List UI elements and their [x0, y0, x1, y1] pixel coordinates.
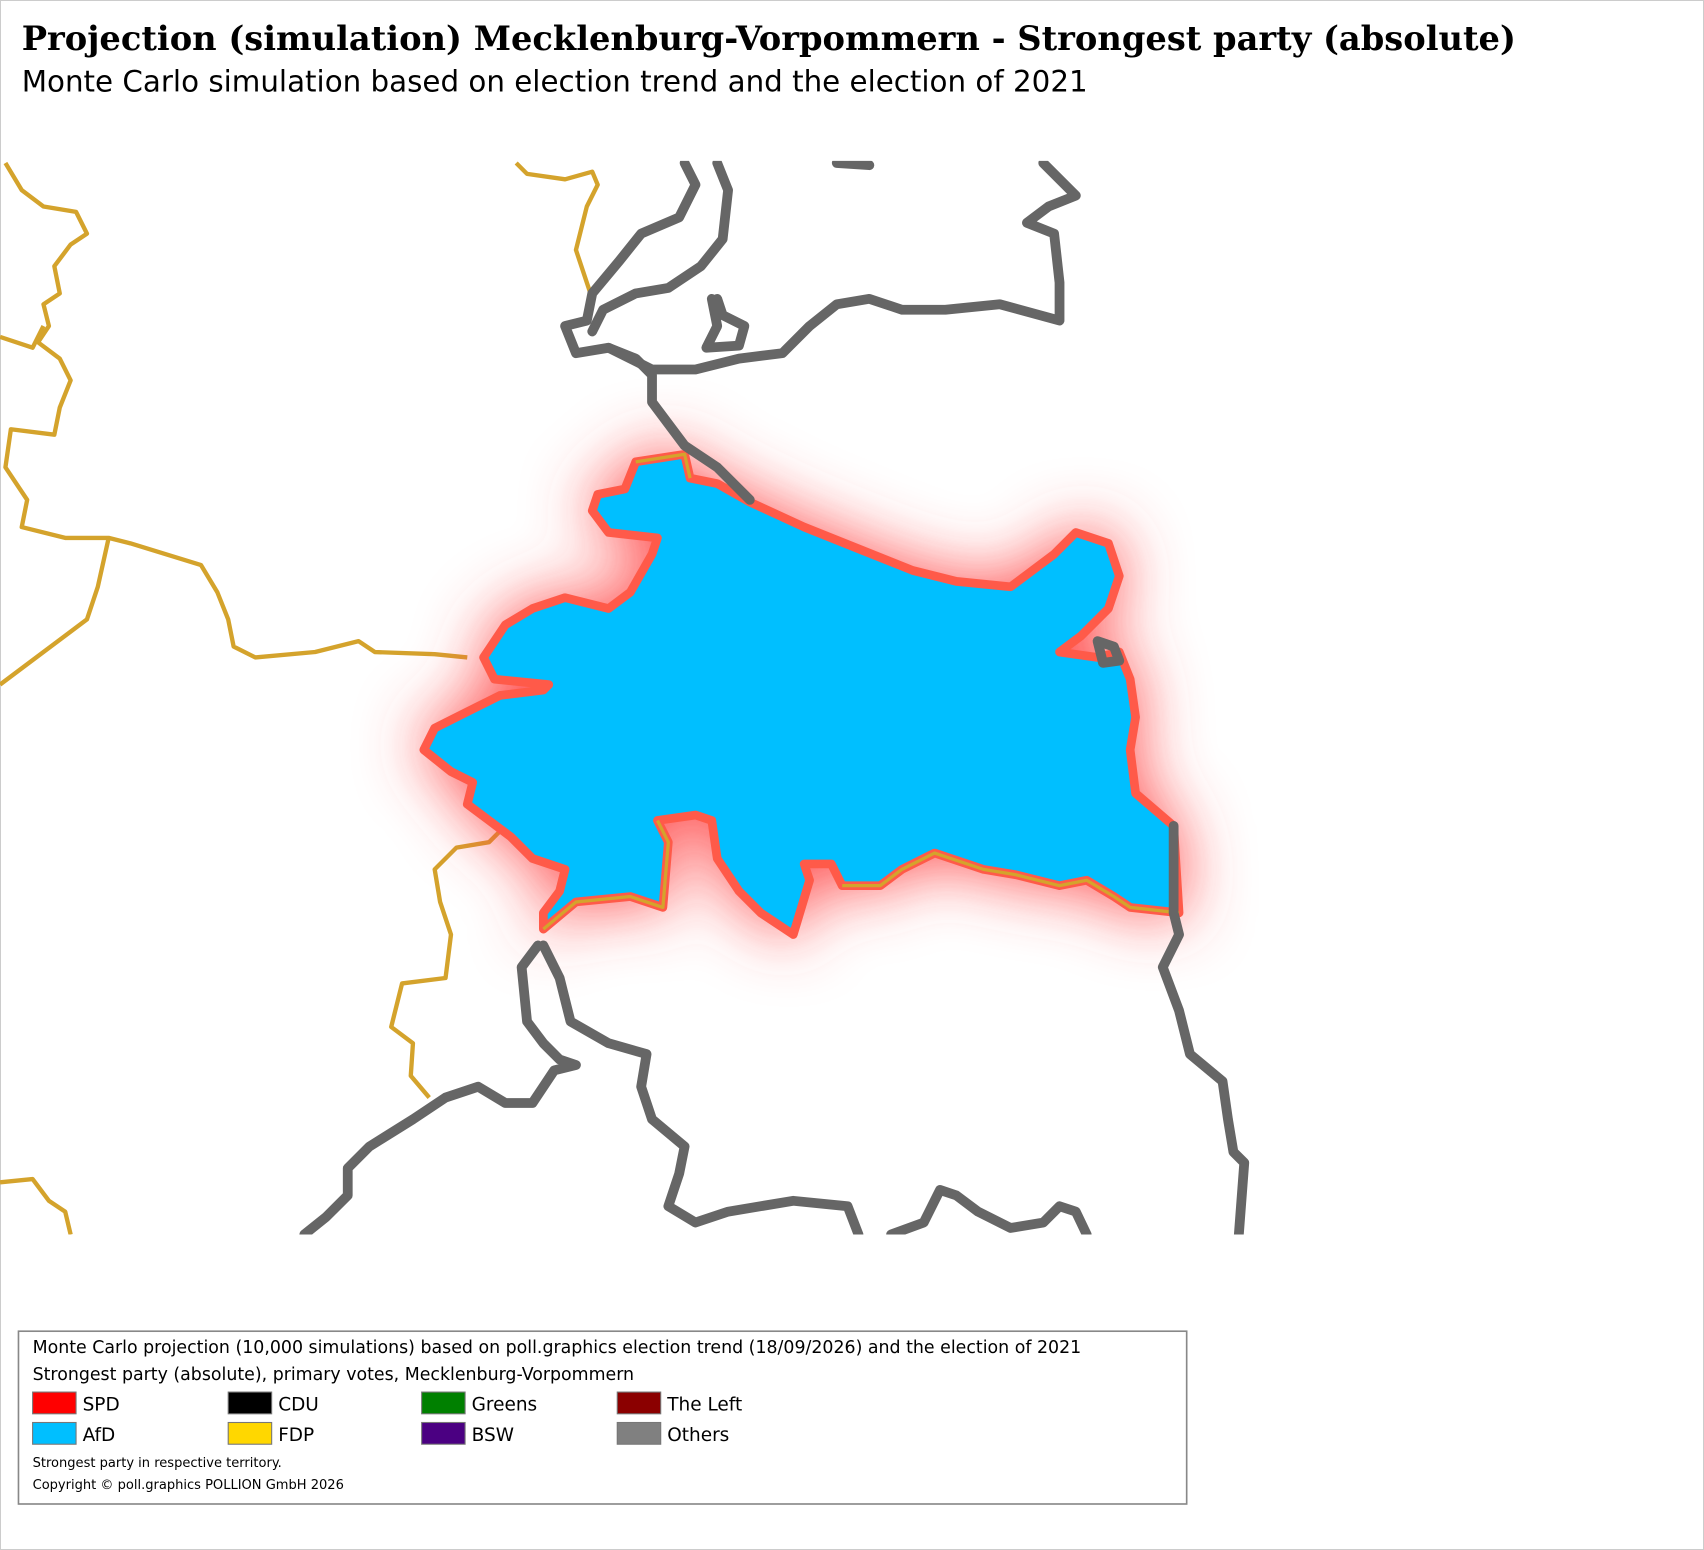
island — [1092, 636, 1125, 668]
legend-note: Strongest party in respective territory. — [33, 1456, 282, 1471]
border — [1157, 821, 1250, 1235]
legend-swatch — [421, 1391, 466, 1415]
border — [0, 1176, 73, 1235]
legend-note: Copyright © poll.graphics POLLION GmbH 2… — [33, 1478, 344, 1493]
border — [886, 1185, 1092, 1235]
legend-swatch — [32, 1391, 77, 1415]
border — [299, 940, 581, 1235]
map — [0, 160, 1250, 1235]
legend-swatch — [32, 1421, 77, 1445]
border — [514, 161, 600, 300]
region-highlight — [419, 449, 1184, 939]
subtitle: Monte Carlo simulation based on election… — [22, 64, 1088, 98]
legend-line: Strongest party (absolute), primary vote… — [33, 1365, 634, 1385]
legend-label: FDP — [278, 1425, 314, 1446]
border — [538, 940, 864, 1235]
legend-box — [17, 1330, 1188, 1505]
border — [831, 160, 875, 171]
border — [701, 293, 750, 353]
legend-swatch — [421, 1421, 466, 1445]
legend-label: The Left — [666, 1395, 742, 1416]
border — [587, 160, 1081, 375]
legend-label: AfD — [83, 1425, 116, 1446]
border — [3, 161, 468, 660]
legend-label: Others — [667, 1425, 729, 1446]
legend-swatch — [227, 1391, 273, 1415]
border — [389, 824, 507, 1099]
legend-label: BSW — [472, 1425, 514, 1446]
border — [560, 160, 755, 505]
legend-swatch — [227, 1421, 273, 1445]
legend-label: SPD — [83, 1395, 120, 1416]
border — [0, 537, 111, 687]
legend-label: CDU — [278, 1395, 319, 1416]
title: Projection (simulation) Mecklenburg-Vorp… — [22, 18, 1516, 58]
legend-swatch — [616, 1421, 662, 1445]
legend-line: Monte Carlo projection (10,000 simulatio… — [33, 1338, 1082, 1358]
legend-label: Greens — [472, 1395, 538, 1416]
legend-swatch — [616, 1391, 662, 1415]
border — [542, 452, 1180, 931]
legend-items: SPD CDU Greens The Left AfD FDP BSW Others — [32, 1391, 742, 1446]
content: Projection (simulation) Mecklenburg-Vorp… — [0, 18, 1516, 1505]
border — [0, 325, 46, 350]
